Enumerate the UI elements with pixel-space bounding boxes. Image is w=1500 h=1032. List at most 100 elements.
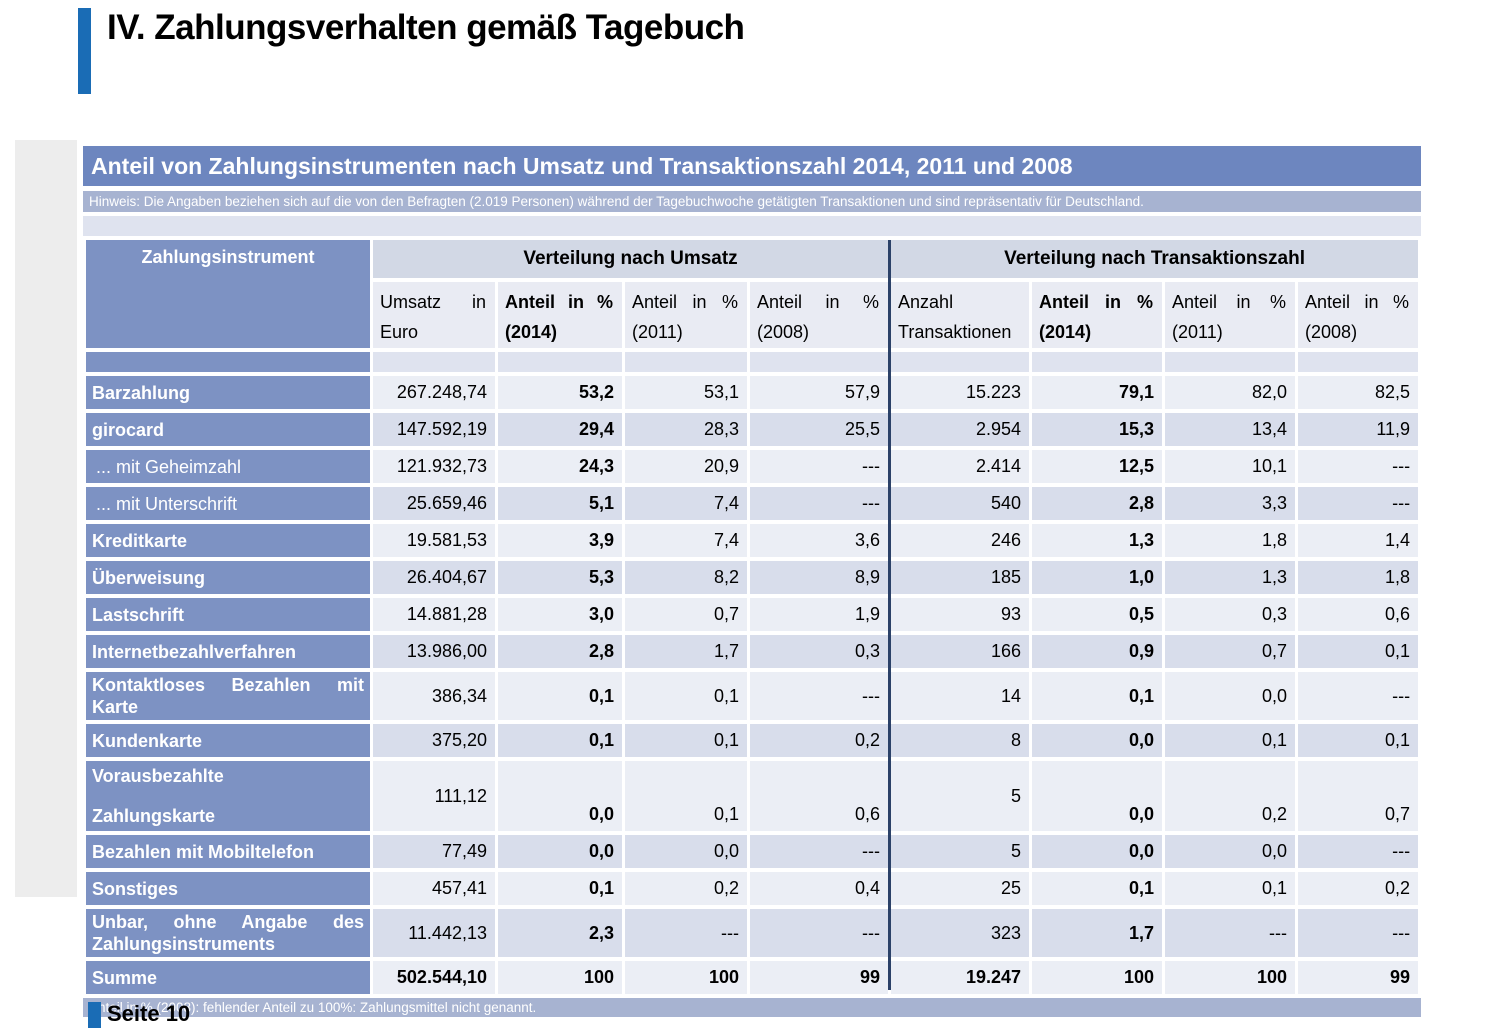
cell-value: 0,1 <box>625 761 747 831</box>
cell-value: 0,3 <box>750 635 889 668</box>
row-label: Kontaktloses Bezahlen mit Karte <box>86 672 370 720</box>
table-row: Summe 502.544,10 100 100 99 19.247 100 100 99 <box>86 961 1419 994</box>
cell-value: 0,2 <box>625 872 747 905</box>
cell-value: 0,4 <box>750 872 889 905</box>
cell-value: 457,41 <box>373 872 495 905</box>
cell-value: 1,4 <box>1298 524 1419 557</box>
cell-value: 5 <box>891 761 1030 831</box>
cell-value: --- <box>1165 909 1296 957</box>
row-label: girocard <box>86 413 370 446</box>
cell-value: 0,0 <box>498 835 622 868</box>
cell-value: 53,2 <box>498 376 622 409</box>
cell-value: 1,9 <box>750 598 889 631</box>
table-row: Internetbezahlverfahren 13.986,00 2,8 1,7 0,… <box>86 635 1419 668</box>
cell-value: 0,1 <box>625 672 747 720</box>
cell-value: 0,7 <box>625 598 747 631</box>
cell-value: --- <box>1298 672 1419 720</box>
cell-value: --- <box>750 835 889 868</box>
row-label: Unbar, ohne Angabe des Zahlungsinstrumen… <box>86 909 370 957</box>
cell-value: 0,9 <box>1032 635 1163 668</box>
cell-value: 3,6 <box>750 524 889 557</box>
cell-value: 0,6 <box>750 761 889 831</box>
row-label: Überweisung <box>86 561 370 594</box>
column-header-0: Umsatz in Euro <box>373 282 495 348</box>
cell-value: 0,1 <box>1165 724 1296 757</box>
cell-value: 79,1 <box>1032 376 1163 409</box>
cell-value: 0,1 <box>625 724 747 757</box>
cell-value: --- <box>1298 835 1419 868</box>
cell-value: 386,34 <box>373 672 495 720</box>
separator-cell <box>1298 352 1419 372</box>
cell-value: 100 <box>1032 961 1163 994</box>
cell-value: --- <box>625 909 747 957</box>
cell-value: 25.659,46 <box>373 487 495 520</box>
table-row: Unbar, ohne Angabe des Zahlungsinstrumen… <box>86 909 1419 957</box>
table-row: Barzahlung 267.248,74 53,2 53,1 57,9 15.223 79… <box>86 376 1419 409</box>
row-label: Sonstiges <box>86 872 370 905</box>
cell-value: 1,0 <box>1032 561 1163 594</box>
cell-value: 8,2 <box>625 561 747 594</box>
cell-value: 1,8 <box>1165 524 1296 557</box>
cell-value: 0,1 <box>1298 635 1419 668</box>
cell-value: 111,12 <box>373 761 495 831</box>
row-label: Internetbezahlverfahren <box>86 635 370 668</box>
group-header-transaktionszahl: Verteilung nach Transaktionszahl <box>891 240 1419 278</box>
row-label: Kundenkarte <box>86 724 370 757</box>
table-row: Sonstiges 457,41 0,1 0,2 0,4 25 0,1 0,1 0,2 <box>86 872 1419 905</box>
cell-value: --- <box>750 672 889 720</box>
cell-value: 29,4 <box>498 413 622 446</box>
cell-value: --- <box>750 450 889 483</box>
table-spacer-band <box>83 216 1421 236</box>
separator-cell <box>891 352 1030 372</box>
cell-value: 0,0 <box>1032 835 1163 868</box>
column-header-4: Anzahl Transaktionen <box>891 282 1030 348</box>
cell-value: 1,7 <box>625 635 747 668</box>
cell-value: 3,9 <box>498 524 622 557</box>
table-row: Bezahlen mit Mobiltelefon 77,49 0,0 0,0 --- 5… <box>86 835 1419 868</box>
cell-value: 5,1 <box>498 487 622 520</box>
cell-value: 246 <box>891 524 1030 557</box>
cell-value: 26.404,67 <box>373 561 495 594</box>
cell-value: 121.932,73 <box>373 450 495 483</box>
title-accent-bar <box>78 8 91 94</box>
cell-value: 0,1 <box>498 672 622 720</box>
cell-value: 99 <box>1298 961 1419 994</box>
row-label: ... mit Geheimzahl <box>86 450 370 483</box>
cell-value: 19.247 <box>891 961 1030 994</box>
cell-value: 185 <box>891 561 1030 594</box>
cell-value: 100 <box>1165 961 1296 994</box>
cell-value: 0,3 <box>1165 598 1296 631</box>
cell-value: 8 <box>891 724 1030 757</box>
row-label: ... mit Unterschrift <box>86 487 370 520</box>
cell-value: 5 <box>891 835 1030 868</box>
cell-value: 540 <box>891 487 1030 520</box>
separator-name-cell <box>86 352 370 372</box>
cell-value: 100 <box>625 961 747 994</box>
cell-value: 0,2 <box>750 724 889 757</box>
cell-value: 1,8 <box>1298 561 1419 594</box>
separator-cell <box>1165 352 1296 372</box>
cell-value: 13.986,00 <box>373 635 495 668</box>
cell-value: 7,4 <box>625 524 747 557</box>
column-header-2: Anteil in% (2011) <box>625 282 747 348</box>
cell-value: 0,2 <box>1298 872 1419 905</box>
cell-value: 14.881,28 <box>373 598 495 631</box>
cell-value: 24,3 <box>498 450 622 483</box>
cell-value: 0,2 <box>1165 761 1296 831</box>
cell-value: 19.581,53 <box>373 524 495 557</box>
cell-value: 77,49 <box>373 835 495 868</box>
cell-value: 0,0 <box>1165 672 1296 720</box>
cell-value: 502.544,10 <box>373 961 495 994</box>
table-footnote: Anteil in % (2008): fehlender Anteil zu … <box>83 998 1421 1017</box>
table-row: Kontaktloses Bezahlen mit Karte 386,34 0,1… <box>86 672 1419 720</box>
cell-value: 25,5 <box>750 413 889 446</box>
separator-cell <box>625 352 747 372</box>
cell-value: 53,1 <box>625 376 747 409</box>
cell-value: 100 <box>498 961 622 994</box>
left-margin-strip <box>15 140 77 897</box>
cell-value: 13,4 <box>1165 413 1296 446</box>
cell-value: 3,0 <box>498 598 622 631</box>
cell-value: 57,9 <box>750 376 889 409</box>
table-row: Lastschrift 14.881,28 3,0 0,7 1,9 93 0,5 0,3 0,6 <box>86 598 1419 631</box>
group-divider-line <box>888 240 891 990</box>
